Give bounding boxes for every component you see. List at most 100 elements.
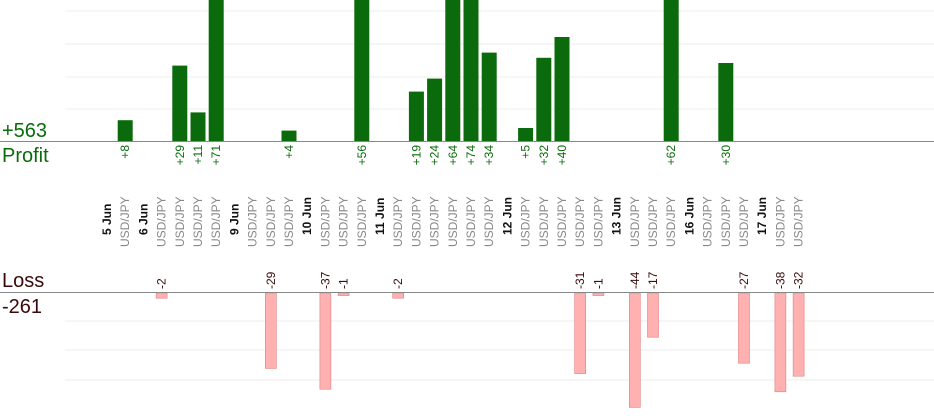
pair-label: USD/JPY — [155, 196, 169, 247]
profit-label: Profit — [2, 145, 49, 167]
pair-label: USD/JPY — [264, 196, 278, 247]
loss-value-label: -44 — [628, 271, 642, 289]
pair-label: USD/JPY — [737, 196, 751, 247]
loss-bar — [264, 292, 277, 369]
loss-bar — [337, 292, 350, 296]
pair-label: USD/JPY — [409, 196, 423, 247]
profit-value-label: +74 — [464, 145, 478, 166]
profit-bar — [208, 0, 224, 142]
loss-bar — [319, 292, 332, 390]
profit-value-label: +29 — [173, 145, 187, 166]
profit-bar — [172, 65, 188, 141]
loss-value-label: -1 — [591, 278, 605, 289]
labels: 5 Jun USD/JPY +8 6 Jun USD/JPY -2 USD/JPY +29 US… — [100, 145, 806, 289]
loss-bar — [628, 292, 641, 408]
profit-value-label: +71 — [209, 145, 223, 166]
loss-value-label: -17 — [646, 271, 660, 289]
loss-value-label: -32 — [792, 271, 806, 289]
date-label: 9 Jun — [227, 204, 241, 235]
profit-value-label: +40 — [555, 145, 569, 166]
profit-value-label: +4 — [282, 145, 296, 159]
pair-label: USD/JPY — [664, 196, 678, 247]
pair-label: USD/JPY — [446, 196, 460, 247]
pair-label: USD/JPY — [482, 196, 496, 247]
profit-value-label: +56 — [355, 145, 369, 166]
pair-label: USD/JPY — [773, 196, 787, 247]
bars — [117, 0, 805, 408]
pair-label: USD/JPY — [337, 196, 351, 247]
loss-label: Loss — [2, 270, 45, 292]
loss-value-label: -29 — [264, 271, 278, 289]
pair-label: USD/JPY — [428, 196, 442, 247]
profit-bar — [536, 57, 552, 141]
profit-bar — [354, 0, 370, 142]
pair-label: USD/JPY — [628, 196, 642, 247]
loss-value-label: -1 — [337, 278, 351, 289]
loss-bar — [574, 292, 587, 374]
loss-value-label: -27 — [737, 271, 751, 289]
loss-value-label: -37 — [318, 271, 332, 289]
profit-value-label: +30 — [719, 145, 733, 166]
pair-label: USD/JPY — [318, 196, 332, 247]
profit-bar — [281, 130, 297, 141]
loss-value-label: -2 — [155, 278, 169, 289]
pair-label: USD/JPY — [118, 196, 132, 247]
profit-value-label: +64 — [446, 145, 460, 166]
pair-label: USD/JPY — [464, 196, 478, 247]
pair-label: USD/JPY — [246, 196, 260, 247]
pair-label: USD/JPY — [701, 196, 715, 247]
profit-value-label: +24 — [428, 145, 442, 166]
date-label: 11 Jun — [373, 198, 387, 235]
loss-bar — [792, 292, 805, 377]
pair-label: USD/JPY — [519, 196, 533, 247]
profit-value-label: +19 — [409, 145, 423, 166]
date-label: 5 Jun — [100, 204, 114, 235]
loss-bar — [647, 292, 659, 338]
profit-bar — [481, 52, 497, 141]
date-label: 12 Jun — [500, 197, 514, 235]
loss-value-label: -38 — [773, 271, 787, 289]
profit-value-label: +8 — [118, 145, 132, 159]
pair-label: USD/JPY — [173, 196, 187, 247]
profit-value-label: +11 — [191, 145, 205, 165]
pair-label: USD/JPY — [191, 196, 205, 247]
profit-bar — [463, 0, 479, 141]
pair-label: USD/JPY — [282, 196, 296, 247]
loss-value-label: -2 — [391, 278, 405, 289]
pair-label: USD/JPY — [646, 196, 660, 247]
loss-total: -261 — [2, 296, 43, 318]
pair-label: USD/JPY — [537, 196, 551, 247]
profit-bar — [518, 128, 534, 141]
loss-bar — [738, 292, 750, 364]
profit-total: +563 — [2, 120, 48, 142]
loss-value-label: -31 — [573, 271, 587, 289]
pair-label: USD/JPY — [573, 196, 587, 247]
profit-value-label: +34 — [482, 145, 496, 166]
pair-label: USD/JPY — [209, 196, 223, 247]
date-label: 13 Jun — [610, 197, 624, 235]
pair-label: USD/JPY — [792, 196, 806, 247]
pair-label: USD/JPY — [355, 196, 369, 247]
profit-bar — [554, 37, 570, 141]
profit-value-label: +32 — [537, 145, 551, 166]
profit-value-label: +62 — [664, 145, 678, 166]
date-label: 10 Jun — [300, 197, 314, 235]
pair-label: USD/JPY — [555, 196, 569, 247]
pair-label: USD/JPY — [391, 196, 405, 247]
pair-label: USD/JPY — [719, 196, 733, 247]
profit-bar — [190, 112, 206, 141]
profit-bar — [427, 78, 443, 141]
axes — [0, 141, 934, 293]
loss-bar — [155, 292, 168, 299]
profit-value-label: +5 — [519, 145, 533, 159]
date-label: 17 Jun — [755, 197, 769, 235]
loss-bar — [392, 292, 405, 299]
profit-bar — [445, 0, 461, 141]
loss-bar — [774, 292, 787, 393]
date-label: 16 Jun — [682, 197, 696, 235]
date-label: 6 Jun — [136, 204, 150, 235]
profit-bar — [117, 120, 133, 141]
profit-bar — [663, 0, 679, 141]
profit-bar — [718, 63, 734, 141]
